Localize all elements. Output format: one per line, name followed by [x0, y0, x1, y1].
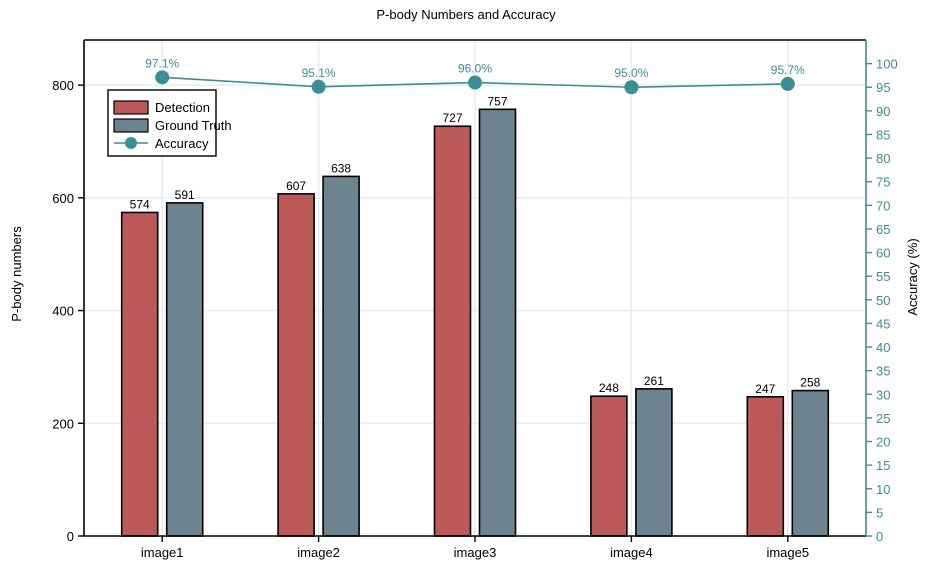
y-tick-label-right: 90: [876, 104, 890, 119]
y-tick-label-right: 100: [876, 57, 898, 72]
bar-value-label: 757: [487, 94, 507, 108]
bar-value-label: 591: [175, 188, 195, 202]
accuracy-value-label: 95.0%: [614, 66, 648, 80]
bar-value-label: 248: [599, 381, 619, 395]
y-tick-label-left: 0: [67, 529, 74, 544]
y-axis-label-left: P-body numbers: [9, 226, 24, 322]
accuracy-marker: [468, 75, 482, 90]
y-tick-label-right: 55: [876, 269, 890, 284]
bar-detection: [120, 211, 159, 537]
y-tick-label-right: 15: [876, 458, 890, 473]
y-tick-label-right: 75: [876, 175, 890, 190]
y-tick-label-right: 25: [876, 411, 890, 426]
y-tick-label-right: 5: [876, 505, 883, 520]
y-tick-label-right: 65: [876, 222, 890, 237]
accuracy-marker: [155, 70, 170, 85]
legend-swatch-ground-truth: [113, 118, 149, 133]
legend: Detection Ground Truth Accuracy: [107, 89, 232, 157]
y-tick-label-right: 0: [876, 529, 883, 544]
plot-frame: [83, 39, 867, 537]
accuracy-line-layer: 97.1% 95.1% 96.0% 95.0% 95.7%: [145, 56, 805, 95]
accuracy-marker: [311, 79, 326, 94]
bar-detection: [590, 395, 628, 537]
bar-ground-truth: [478, 108, 517, 537]
left-axis: 0 200 400 600 800: [52, 78, 84, 544]
bars-layer: 574 607 727 248 247 591 638 757 261 258: [120, 94, 830, 537]
x-axis: image1 image2 image3 image4 image5: [141, 536, 809, 560]
y-tick-label-right: 10: [876, 482, 890, 497]
legend-marker-accuracy: [125, 137, 137, 149]
y-tick-label-right: 80: [876, 151, 890, 166]
x-tick-label: image2: [297, 545, 340, 560]
legend-label-accuracy: Accuracy: [155, 136, 209, 151]
accuracy-marker: [780, 76, 795, 91]
bar-ground-truth: [791, 389, 830, 537]
accuracy-value-label: 95.1%: [302, 66, 336, 80]
y-tick-label-left: 600: [52, 191, 74, 206]
bar-value-label: 727: [442, 111, 462, 125]
bar-detection: [433, 125, 472, 537]
accuracy-marker: [624, 80, 639, 95]
x-tick-label: image4: [610, 545, 653, 560]
accuracy-value-label: 96.0%: [458, 62, 492, 76]
y-tick-label-left: 400: [52, 304, 74, 319]
y-tick-label-left: 800: [52, 78, 74, 93]
bar-value-label: 247: [755, 382, 775, 396]
legend-label-ground-truth: Ground Truth: [155, 118, 232, 133]
right-axis: 0 5 10 15 20 25 30 35 40 45 50 55 60 65 70 75 80 85 90 95 10…: [866, 57, 898, 544]
y-tick-label-right: 40: [876, 340, 890, 355]
bar-value-label: 258: [800, 376, 820, 390]
x-tick-label: image1: [141, 545, 184, 560]
bar-ground-truth: [322, 175, 360, 537]
accuracy-value-label: 97.1%: [145, 56, 179, 70]
y-tick-label-right: 70: [876, 198, 890, 213]
y-tick-label-left: 200: [52, 416, 74, 431]
x-tick-label: image3: [454, 545, 497, 560]
y-tick-label-right: 35: [876, 364, 890, 379]
bar-value-label: 574: [130, 197, 150, 211]
legend-label-detection: Detection: [155, 100, 210, 115]
y-tick-label-right: 20: [876, 435, 890, 450]
bar-detection: [746, 395, 785, 537]
legend-swatch-detection: [113, 100, 149, 115]
accuracy-value-label: 95.7%: [771, 63, 805, 77]
y-tick-label-right: 50: [876, 293, 890, 308]
bar-ground-truth: [635, 388, 673, 537]
bar-value-label: 638: [331, 161, 351, 175]
x-tick-label: image5: [766, 545, 809, 560]
bar-detection: [277, 193, 315, 537]
bar-value-label: 261: [644, 374, 664, 388]
y-tick-label-right: 85: [876, 127, 890, 142]
y-tick-label-right: 30: [876, 387, 890, 402]
bar-ground-truth: [165, 202, 204, 537]
y-axis-label-right: Accuracy (%): [905, 238, 920, 315]
y-tick-label-right: 45: [876, 316, 890, 331]
y-tick-label-right: 95: [876, 80, 890, 95]
chart-title: P-body Numbers and Accuracy: [376, 7, 556, 22]
y-tick-label-right: 60: [876, 246, 890, 261]
bar-value-label: 607: [286, 179, 306, 193]
